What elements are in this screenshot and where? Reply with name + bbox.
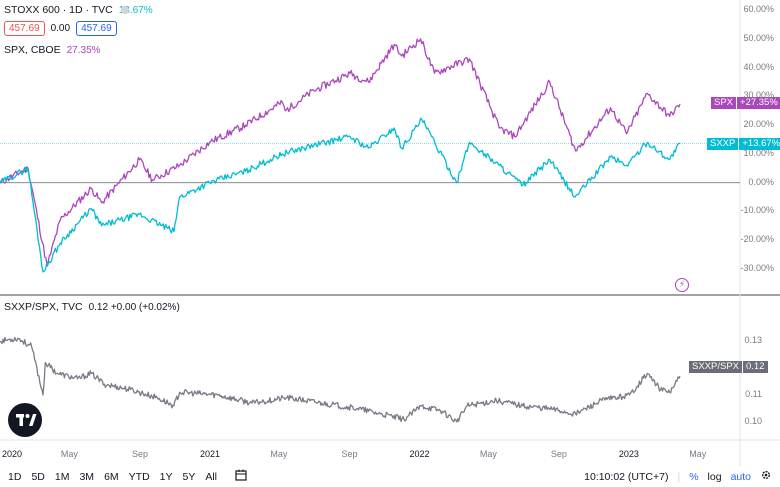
- x-tick-label: May: [60, 449, 78, 459]
- x-tick-label: 2023: [618, 449, 639, 459]
- y-tick-label: -30.00%: [740, 263, 774, 273]
- timeframe-group: 1D 5D 1M 3M 6M YTD 1Y 5Y All: [0, 471, 217, 483]
- clock-readout[interactable]: 10:10:02 (UTC+7): [584, 470, 669, 483]
- spx-tag-name: SPX: [711, 97, 737, 109]
- indicator-legend: SXXP/SPX, TVC 0.12 +0.00 (+0.02%): [4, 301, 180, 313]
- timeframe-button[interactable]: 1Y: [159, 470, 173, 483]
- x-tick-label: 2020: [1, 449, 23, 459]
- y-tick-label: 0.00%: [748, 176, 774, 187]
- y-tick-label: -20.00%: [740, 234, 774, 245]
- spx-series-line[interactable]: [0, 38, 681, 267]
- ratio-y-tick-label: 0.11: [745, 389, 762, 399]
- sxxp-tag-name: SXXP: [707, 138, 739, 150]
- ratio-tag-name: SXXP/SPX: [689, 361, 742, 373]
- x-tick-label: Sep: [132, 449, 149, 459]
- indicator-title[interactable]: SXXP/SPX, TVC: [4, 301, 83, 313]
- y-tick-label: -10.00%: [740, 205, 774, 216]
- compare-legend: SPX, CBOE 27.35%: [4, 44, 101, 56]
- main-legend: STOXX 600 · 1D · TVC 13.67%: [4, 4, 153, 16]
- chart-canvas[interactable]: [0, 0, 780, 466]
- auto-scale-button[interactable]: auto: [730, 470, 751, 483]
- spx-tag-value: +27.35%: [736, 97, 780, 109]
- y-tick-label: 40.00%: [743, 61, 774, 72]
- timeframe-button[interactable]: 3M: [79, 470, 95, 483]
- percent-scale-button[interactable]: %: [689, 470, 699, 483]
- log-scale-button[interactable]: log: [707, 470, 722, 483]
- spread-value: 0.00: [50, 23, 71, 34]
- ask-box[interactable]: 457.69: [76, 21, 117, 36]
- x-tick-label: 2022: [409, 449, 430, 459]
- eye-icon[interactable]: [121, 6, 129, 14]
- spx-last-tag: SPX +27.35%: [711, 97, 780, 109]
- bid-box[interactable]: 457.69: [4, 21, 45, 36]
- bottom-toolbar: 1D 5D 1M 3M 6M YTD 1Y 5Y All 10:10:02 (UTC+7) | …: [0, 466, 780, 487]
- ratio-y-tick-label: 0.12: [744, 362, 762, 372]
- calendar-range-icon[interactable]: [235, 469, 247, 484]
- ratio-tag-value: 0.12: [742, 361, 768, 373]
- sxxp-tag-value: +13.67%: [738, 138, 780, 150]
- spx-title[interactable]: SPX, CBOE: [4, 44, 61, 56]
- x-tick-label: May: [689, 449, 707, 459]
- symbol-title[interactable]: STOXX 600 · 1D · TVC: [4, 4, 113, 16]
- y-tick-label: 50.00%: [743, 32, 774, 43]
- timeframe-button[interactable]: 1D: [8, 470, 22, 483]
- timeframe-button[interactable]: All: [205, 470, 218, 483]
- ratio-series-line[interactable]: [0, 336, 681, 423]
- timeframe-button[interactable]: 5Y: [182, 470, 196, 483]
- timeframe-button[interactable]: 5D: [31, 470, 45, 483]
- sxxp-change: 13.67%: [118, 4, 153, 16]
- timeframe-button[interactable]: 1M: [54, 470, 70, 483]
- y-tick-label: 10.00%: [743, 147, 774, 158]
- y-tick-label: 20.00%: [743, 119, 774, 130]
- x-tick-label: 2021: [200, 449, 221, 459]
- tradingview-logo[interactable]: [8, 403, 42, 437]
- lightning-icon[interactable]: ⚡: [675, 278, 689, 292]
- ratio-y-tick-label: 0.10: [744, 416, 762, 426]
- y-tick-label: 60.00%: [743, 4, 774, 14]
- gear-icon[interactable]: [760, 469, 772, 484]
- ratio-last-tag: SXXP/SPX 0.12: [689, 361, 768, 373]
- indicator-values: 0.12 +0.00 (+0.02%): [88, 301, 180, 313]
- timeframe-button[interactable]: YTD: [128, 470, 150, 483]
- sxxp-series-line[interactable]: [0, 117, 681, 273]
- sxxp-last-tag: SXXP +13.67%: [707, 138, 780, 150]
- x-tick-label: Sep: [550, 449, 567, 459]
- x-tick-label: May: [479, 449, 497, 459]
- x-tick-label: Sep: [341, 449, 358, 459]
- y-tick-label: 30.00%: [743, 90, 774, 101]
- ratio-y-tick-label: 0.13: [744, 335, 762, 345]
- timeframe-button[interactable]: 6M: [104, 470, 119, 483]
- price-boxes: 457.69 0.00 457.69: [4, 21, 117, 36]
- x-tick-label: May: [270, 449, 288, 459]
- spx-change: 27.35%: [66, 44, 101, 56]
